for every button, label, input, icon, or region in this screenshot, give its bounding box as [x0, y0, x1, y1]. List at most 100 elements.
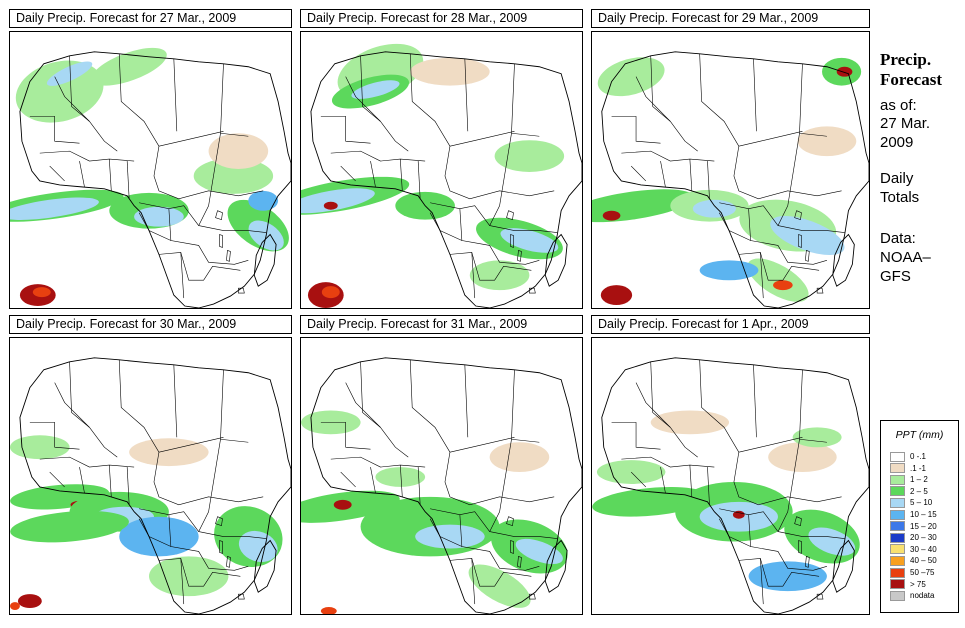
legend-item: 30 – 40 [890, 544, 937, 555]
lake-outline [506, 210, 514, 221]
country-border [108, 159, 112, 191]
precip-blob [489, 442, 550, 473]
precip-blob [808, 527, 856, 556]
country-border [220, 63, 249, 137]
legend-swatch [890, 567, 905, 578]
country-border [118, 359, 160, 453]
country-border [360, 361, 381, 428]
precip-blob [91, 47, 167, 86]
precip-map [9, 337, 292, 615]
country-border [760, 252, 764, 299]
country-border [49, 471, 65, 488]
panel-title: Daily Precip. Forecast for 31 Mar., 2009 [300, 315, 583, 334]
legend-item: .1 -1 [890, 463, 926, 474]
precip-blob [129, 438, 209, 467]
precip-blob [10, 435, 70, 460]
precip-blob [360, 496, 500, 557]
precip-blob [32, 287, 51, 298]
lake-outline [529, 593, 536, 600]
country-border [511, 369, 540, 443]
legend-swatch [890, 497, 905, 508]
country-border [689, 159, 693, 191]
data-source-line3: GFS [880, 268, 911, 285]
precip-blob [592, 189, 695, 223]
lake-outline [517, 250, 522, 262]
data-source-line1: Data: [880, 230, 916, 247]
precip-map [300, 31, 583, 309]
country-border [459, 514, 540, 571]
precip-blob [650, 410, 730, 435]
precip-blob [320, 607, 337, 614]
panel-title: Daily Precip. Forecast for 27 Mar., 2009 [9, 9, 292, 28]
country-border [158, 252, 241, 281]
forecast-panel-5: Daily Precip. Forecast for 31 Mar., 2009 [300, 315, 583, 615]
country-border [718, 212, 751, 241]
precip-blob [836, 66, 853, 77]
precip-blob [692, 199, 736, 218]
legend-item: 50 –75 [890, 567, 934, 578]
country-border [168, 208, 249, 265]
country-border [630, 471, 647, 488]
country-border [168, 514, 249, 571]
africa-precip-map [301, 43, 582, 308]
country-border [707, 161, 710, 199]
country-border [360, 55, 381, 122]
country-border [126, 161, 130, 199]
panel-title: Daily Precip. Forecast for 28 Mar., 2009 [300, 9, 583, 28]
precip-blob [10, 197, 99, 220]
lake-outline [798, 234, 802, 248]
country-border [340, 471, 356, 488]
precip-blob [149, 556, 229, 597]
precip-blob [792, 427, 842, 448]
lake-outline [794, 516, 802, 527]
precip-blob [748, 561, 827, 592]
country-border [699, 53, 740, 147]
country-border [753, 364, 757, 438]
side-title-line2: Forecast [880, 70, 942, 89]
country-border [650, 55, 671, 122]
country-border [180, 558, 185, 605]
lake-outline [805, 250, 810, 262]
legend-item: 15 – 20 [890, 521, 937, 532]
country-border [689, 465, 693, 497]
country-border [777, 133, 800, 226]
legend-item: 40 – 50 [890, 555, 937, 566]
precip-blob [321, 286, 340, 299]
country-border [718, 518, 751, 547]
country-border [760, 558, 764, 605]
country-border [621, 150, 715, 162]
legend-title: PPT (mm) [895, 429, 944, 441]
legend-item: > 75 [890, 579, 926, 590]
side-title-line1: Precip. [880, 50, 932, 69]
lake-outline [215, 210, 223, 221]
legend-swatch [890, 544, 905, 555]
country-border [738, 436, 803, 453]
precip-blob [699, 260, 759, 281]
country-border [489, 133, 512, 226]
africa-precip-map [10, 357, 291, 614]
lake-outline [529, 287, 536, 294]
country-border [417, 161, 421, 199]
legend-item: nodata [890, 590, 934, 601]
precip-blob [768, 442, 837, 473]
precip-blob [323, 201, 338, 210]
country-border [471, 252, 476, 299]
precip-blob [375, 467, 426, 487]
precip-blob [415, 524, 485, 549]
country-border [621, 456, 715, 468]
precip-map [591, 31, 870, 309]
country-border [777, 439, 800, 532]
country-border [611, 116, 661, 144]
legend-label: nodata [910, 591, 935, 601]
country-border [108, 465, 112, 497]
legend-swatch [890, 555, 905, 566]
africa-precip-map [592, 357, 869, 614]
country-border [198, 439, 221, 532]
lake-outline [517, 556, 522, 568]
lake-outline [238, 287, 245, 294]
legend-swatch [890, 579, 905, 590]
country-border [320, 116, 371, 144]
precip-blob [248, 190, 279, 211]
country-border [39, 150, 135, 162]
precip-blob [208, 133, 269, 170]
